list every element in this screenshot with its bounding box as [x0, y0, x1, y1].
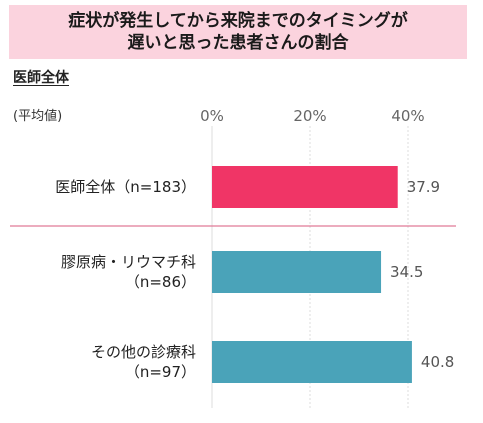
chart-title-box: 症状が発生してから来院までのタイミングが 遅いと思った患者さんの割合: [9, 5, 467, 59]
value-label-2: 40.8: [421, 353, 454, 371]
chart-title-line-1: 症状が発生してから来院までのタイミングが: [68, 11, 408, 31]
value-label-1: 34.5: [390, 263, 423, 281]
category-label-2: （n=97）: [125, 363, 196, 381]
x-tick-label: 0%: [200, 107, 224, 125]
chart-title-line-2: 遅いと思った患者さんの割合: [127, 33, 349, 53]
bar-1: [212, 251, 382, 293]
category-label-1: （n=86）: [125, 273, 196, 291]
category-label-0: 医師全体（n=183）: [55, 178, 196, 196]
bar-2: [212, 341, 412, 383]
x-tick-label: 40%: [391, 107, 424, 125]
bar-0: [212, 166, 398, 208]
category-label-2: その他の診療科: [91, 343, 196, 361]
section-label: 医師全体: [13, 70, 69, 86]
category-label-1: 膠原病・リウマチ科: [61, 253, 196, 271]
value-label-0: 37.9: [407, 178, 440, 196]
unit-label: (平均値): [13, 109, 63, 124]
x-tick-label: 20%: [293, 107, 326, 125]
